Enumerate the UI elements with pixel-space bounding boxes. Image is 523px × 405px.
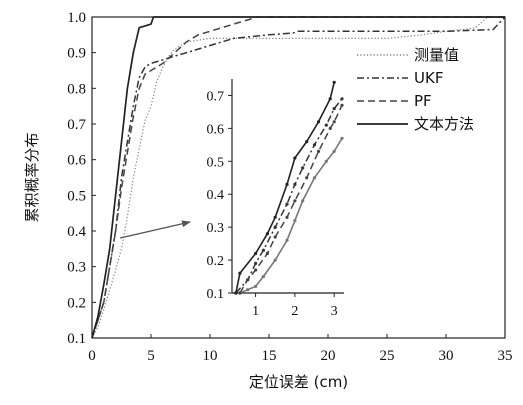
- inset-point: [312, 176, 317, 180]
- inset-y-tick-label: 0.3: [207, 221, 225, 236]
- inset-point: [254, 284, 258, 288]
- y-tick-label: 0.2: [67, 295, 86, 311]
- inset-point: [273, 215, 277, 219]
- x-tick-label: 35: [498, 348, 513, 364]
- inset-x-tick-label: 1: [252, 304, 259, 319]
- inset-point: [316, 149, 321, 153]
- x-tick-label: 15: [262, 348, 277, 364]
- inset-point: [328, 97, 332, 101]
- inset-point: [332, 107, 336, 111]
- inset-point: [301, 166, 305, 170]
- inset-point: [254, 268, 258, 272]
- y-tick-label: 0.6: [67, 153, 86, 169]
- inset-point: [293, 182, 297, 186]
- y-tick-label: 0.8: [67, 81, 86, 97]
- inset-point: [265, 251, 269, 256]
- x-tick-label: 25: [380, 348, 395, 364]
- inset-point: [238, 291, 242, 295]
- x-tick-label: 10: [203, 348, 218, 364]
- y-tick-label: 0.9: [67, 46, 86, 62]
- main-line-series-2: [91, 16, 506, 339]
- x-tick-label: 20: [321, 348, 336, 364]
- inset-point: [340, 103, 344, 107]
- inset-point: [332, 120, 336, 124]
- legend-label: UKF: [414, 69, 443, 87]
- inset-y-tick-label: 0.1: [207, 287, 225, 302]
- y-tick-label: 0.1: [67, 331, 86, 347]
- inset-point: [246, 288, 250, 292]
- inset-plot: 1 2 3 0.1 0.2 0.3 0.4 0.5 0.6 0.7: [207, 79, 344, 319]
- inset-y-tick-label: 0.6: [207, 122, 225, 137]
- inset-background: [232, 79, 344, 293]
- inset-y-tick-label: 0.4: [207, 188, 225, 203]
- main-line-series-4: [91, 16, 505, 339]
- inset-point: [340, 97, 344, 101]
- zoom-arrow: [119, 220, 191, 239]
- inset-y-tick-label: 0.2: [207, 254, 225, 269]
- inset-point: [340, 136, 344, 140]
- inset-line-series-2: [235, 98, 343, 294]
- inset-point: [265, 232, 269, 236]
- x-tick-label: 30: [439, 348, 454, 364]
- y-tick-label: 0.4: [67, 224, 86, 240]
- inset-point: [301, 199, 305, 203]
- inset-point: [261, 248, 265, 252]
- inset-point: [273, 258, 277, 262]
- inset-y-tick-label: 0.7: [207, 89, 225, 104]
- inset-point: [305, 140, 309, 144]
- inset-point: [285, 238, 289, 242]
- x-axis-label: 定位误差 (cm): [249, 373, 348, 391]
- y-axis-label: 累积概率分布: [23, 132, 41, 222]
- legend-label: 文本方法: [414, 115, 474, 133]
- main-line-series-3: [91, 16, 505, 339]
- legend-label: PF: [414, 92, 432, 110]
- inset-y-tick-label: 0.5: [207, 155, 225, 170]
- inset-point: [324, 159, 328, 163]
- y-tick-label: 0.5: [67, 188, 86, 204]
- x-tick-label: 0: [88, 348, 96, 364]
- inset-point: [293, 219, 297, 223]
- inset-point: [316, 120, 321, 124]
- inset-point: [254, 251, 258, 256]
- inset-point: [285, 215, 289, 219]
- legend-label: 测量值: [414, 46, 459, 64]
- inset-point: [285, 182, 289, 186]
- y-tick-label: 1.0: [67, 10, 86, 26]
- inset-point: [328, 126, 332, 130]
- inset-point: [246, 278, 250, 282]
- inset-x-tick-label: 3: [331, 304, 338, 319]
- y-tick-label: 0.3: [67, 260, 86, 276]
- inset-point: [285, 202, 289, 206]
- inset-point: [234, 291, 238, 295]
- inset-x-tick-label: 2: [291, 304, 298, 319]
- inset-point: [238, 271, 242, 275]
- main-plot: 0 5 10 15 20 25 30 35 0.1 0.2 0.3 0.4 0.5 0.6 0.7 0.8 0.…: [23, 10, 513, 391]
- inset-point: [293, 199, 297, 203]
- legend: 测量值 UKF PF 文本方法: [357, 46, 474, 133]
- inset-point: [324, 123, 328, 127]
- inset-point: [254, 261, 258, 265]
- y-tick-label: 0.7: [67, 117, 86, 133]
- inset-point: [312, 143, 317, 147]
- inset-point: [273, 235, 277, 239]
- inset-point: [332, 80, 336, 84]
- inset-point: [305, 176, 309, 180]
- inset-point: [261, 274, 265, 279]
- x-tick-label: 5: [147, 348, 155, 364]
- inset-point: [332, 149, 336, 153]
- inset-point: [293, 156, 297, 160]
- inset-point: [273, 225, 277, 229]
